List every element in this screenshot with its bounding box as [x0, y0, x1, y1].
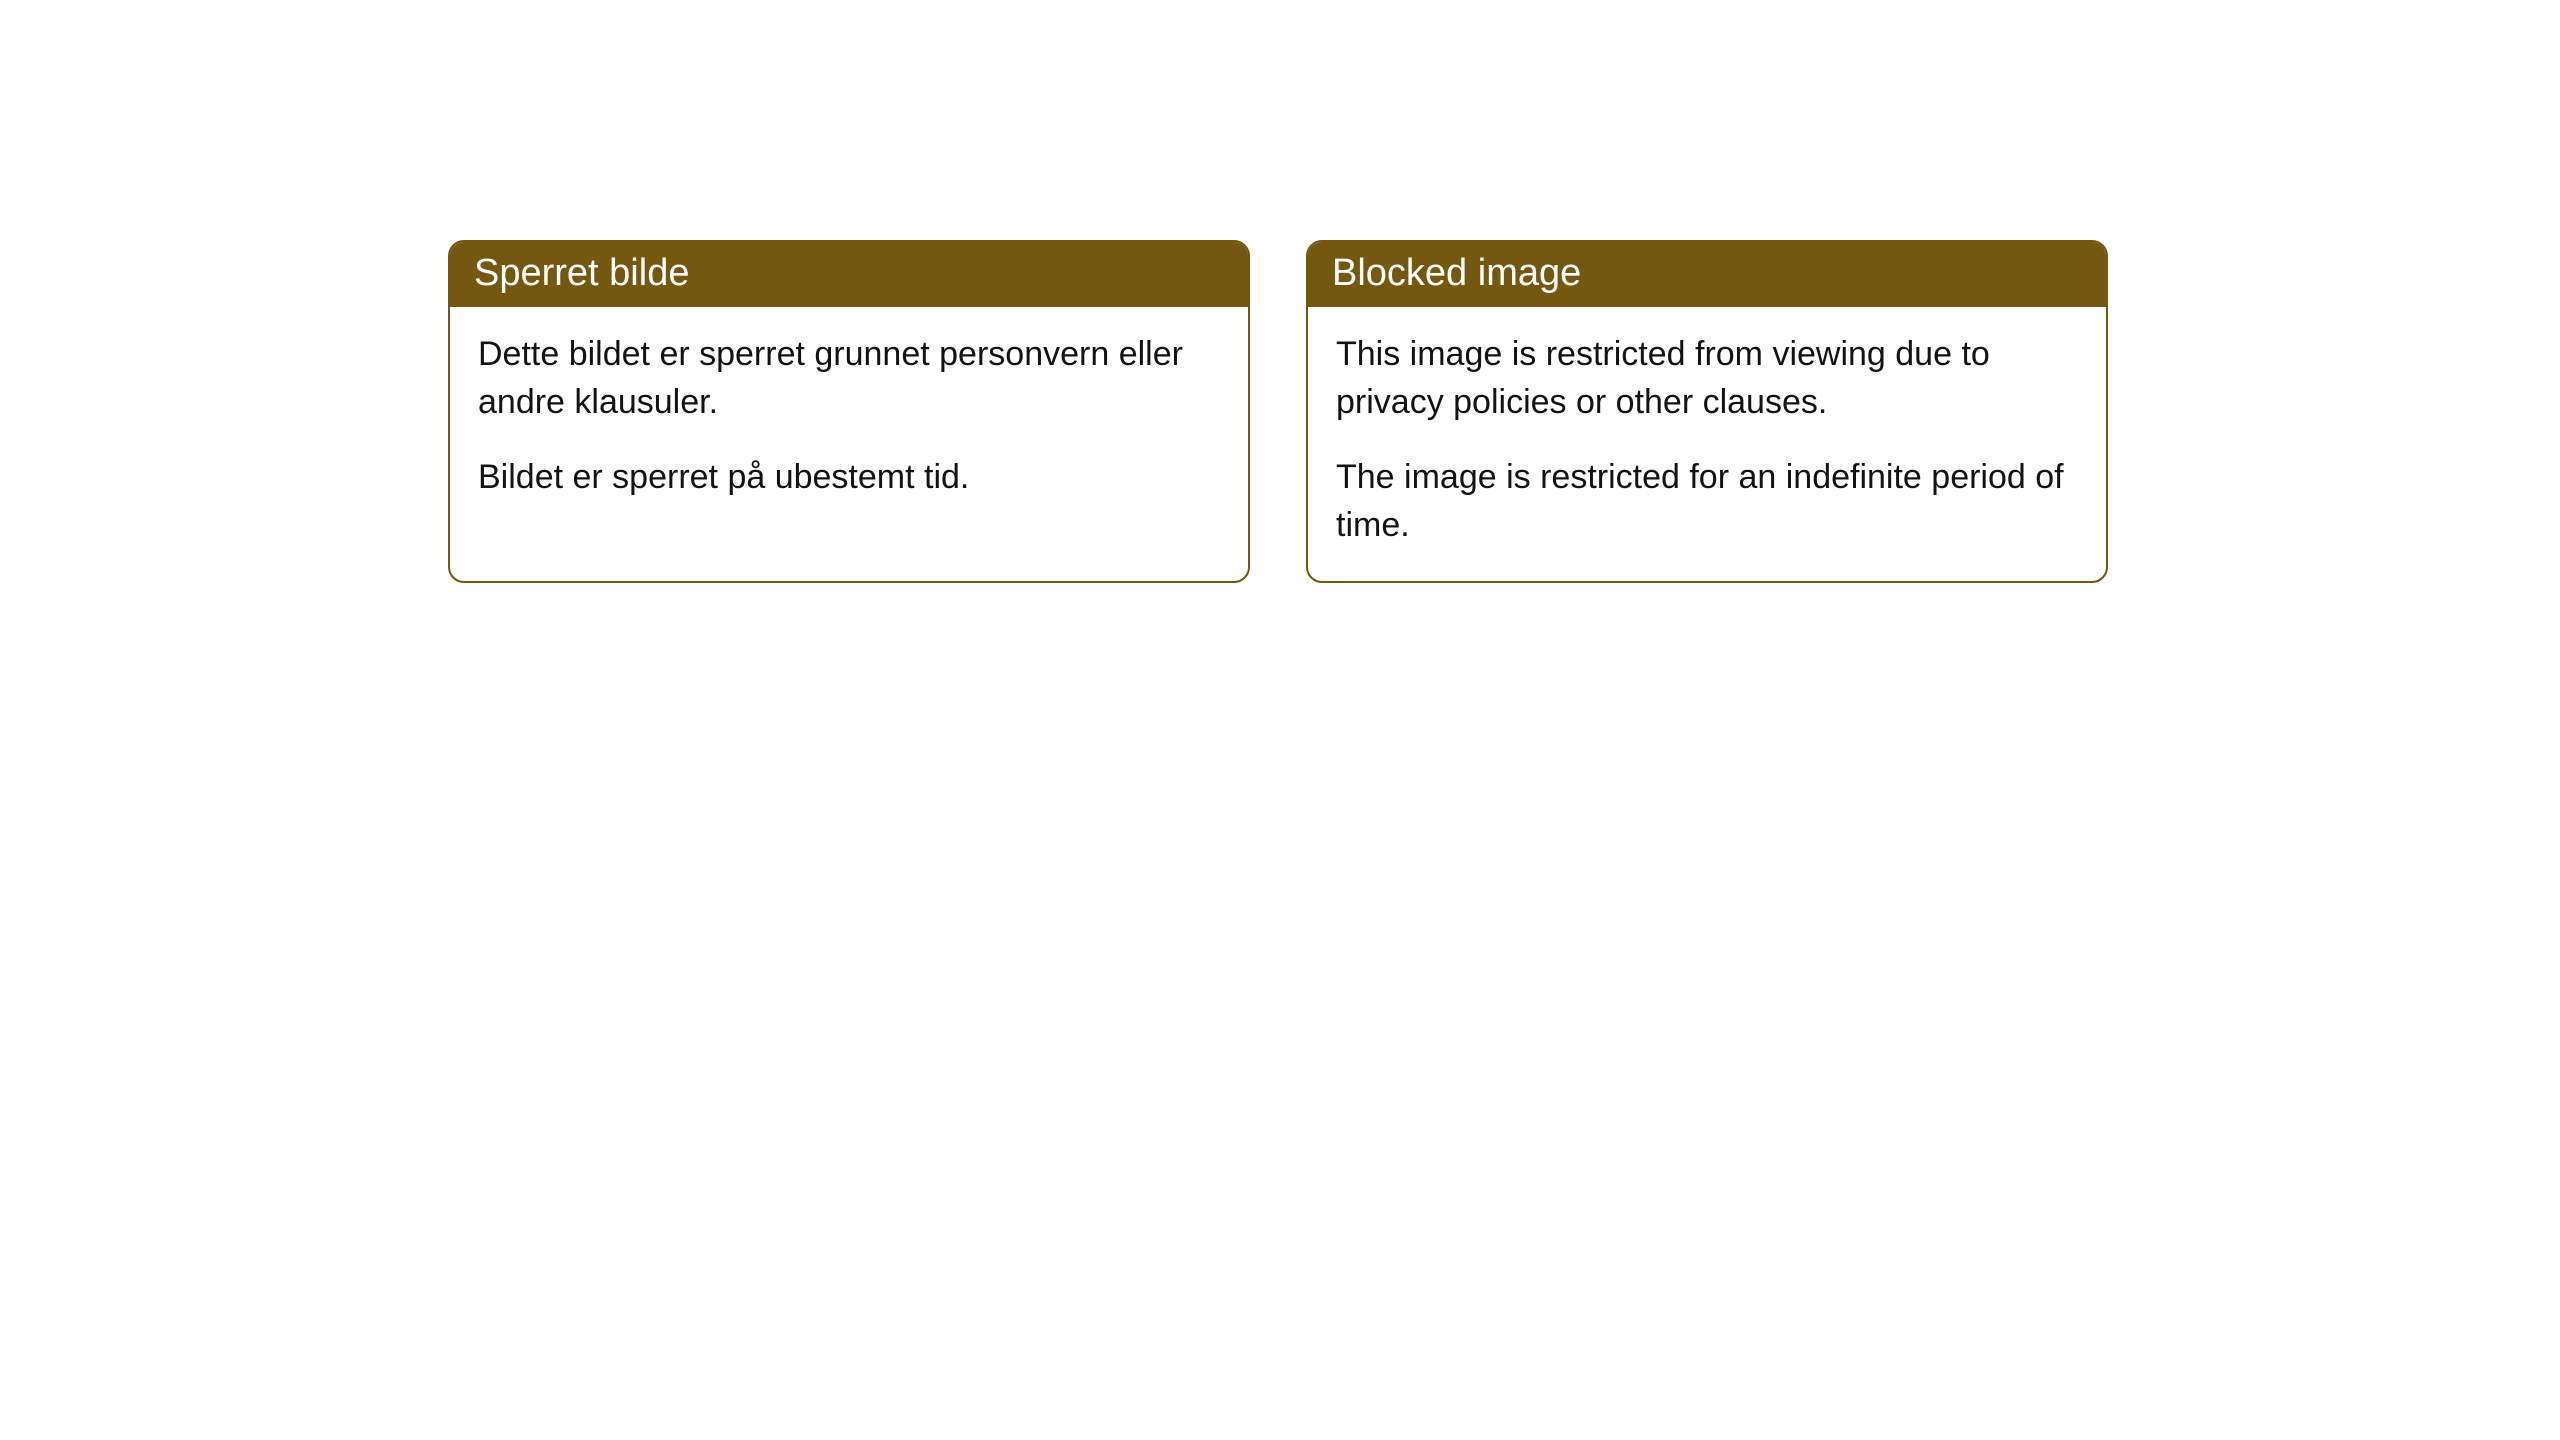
card-body: This image is restricted from viewing du… [1308, 307, 2106, 581]
card-paragraph-2: The image is restricted for an indefinit… [1336, 454, 2078, 549]
card-body: Dette bildet er sperret grunnet personve… [450, 307, 1248, 534]
card-header: Blocked image [1308, 242, 2106, 307]
card-title: Blocked image [1332, 252, 1581, 294]
card-header: Sperret bilde [450, 242, 1248, 307]
card-paragraph-2: Bildet er sperret på ubestemt tid. [478, 454, 1220, 502]
card-title: Sperret bilde [474, 252, 689, 294]
blocked-image-card-english: Blocked image This image is restricted f… [1306, 240, 2108, 583]
blocked-image-card-norwegian: Sperret bilde Dette bildet er sperret gr… [448, 240, 1250, 583]
card-paragraph-1: This image is restricted from viewing du… [1336, 331, 2078, 426]
cards-container: Sperret bilde Dette bildet er sperret gr… [448, 240, 2108, 583]
card-paragraph-1: Dette bildet er sperret grunnet personve… [478, 331, 1220, 426]
